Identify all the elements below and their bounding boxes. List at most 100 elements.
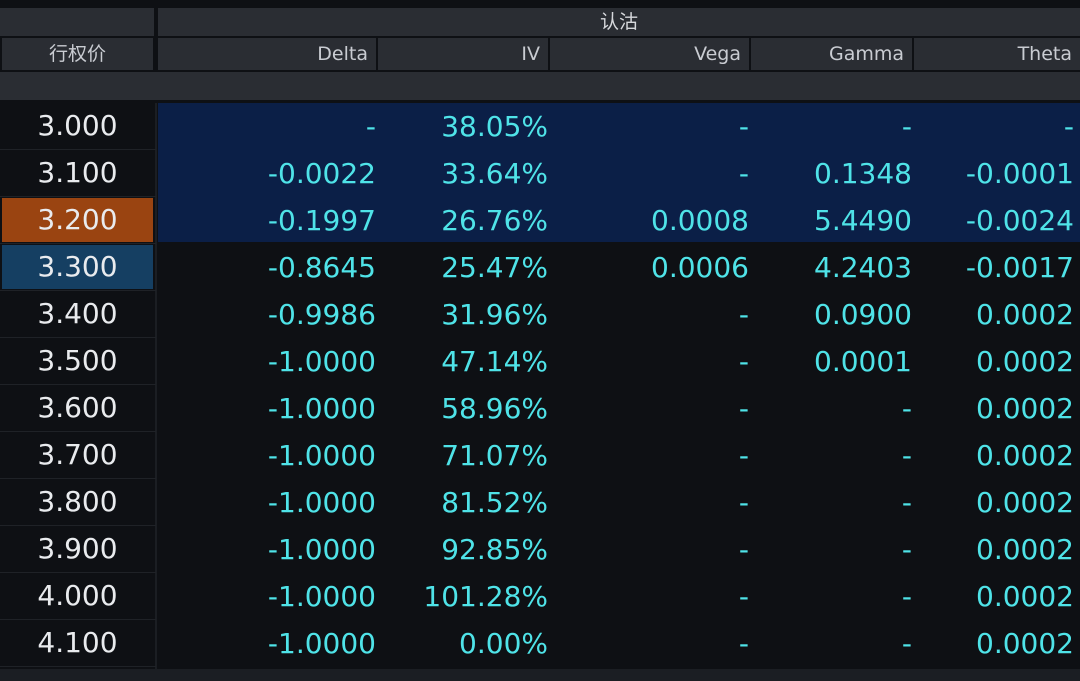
gamma-cell: 4.2403 [814,251,912,284]
gamma-cell: 0.0001 [814,345,912,378]
strike-cell[interactable]: 4.000 [37,579,118,612]
table-row[interactable]: 3.600 -1.0000 58.96% - - 0.0002 [0,385,1080,432]
row-divider [0,619,156,620]
strike-cell[interactable]: 3.500 [37,344,118,377]
theta-cell: 0.0002 [976,627,1074,660]
vega-cell: 0.0008 [651,204,749,237]
col-header-vega[interactable]: Vega [550,38,749,70]
strike-cell[interactable]: 3.300 [2,245,153,289]
col-header-delta[interactable]: Delta [158,38,376,70]
vega-cell: - [738,533,749,566]
table-row[interactable]: 3.300 -0.8645 25.47% 0.0006 4.2403 -0.0017 [0,244,1080,291]
iv-cell: 58.96% [441,392,548,425]
gamma-cell: 0.1348 [814,157,912,190]
iv-cell: 101.28% [423,580,548,613]
col-header-strike[interactable]: 行权价 [2,38,153,70]
table-row[interactable]: 4.000 -1.0000 101.28% - - 0.0002 [0,573,1080,620]
table-row[interactable]: 3.500 -1.0000 47.14% - 0.0001 0.0002 [0,338,1080,385]
delta-cell: -1.0000 [267,439,376,472]
delta-cell: -0.0022 [267,157,376,190]
table-row[interactable]: 3.400 -0.9986 31.96% - 0.0900 0.0002 [0,291,1080,338]
table-row[interactable]: 3.000 - 38.05% - - - [0,103,1080,150]
header-corner [0,8,154,36]
table-row[interactable]: 3.200 -0.1997 26.76% 0.0008 5.4490 -0.0024 [0,197,1080,244]
gamma-cell: - [901,392,912,425]
strike-cell[interactable]: 3.100 [37,156,118,189]
iv-cell: 81.52% [441,486,548,519]
strike-cell[interactable]: 3.400 [37,297,118,330]
strike-cell[interactable]: 4.100 [37,626,118,659]
strike-cell[interactable]: 3.200 [2,198,153,242]
gamma-cell: - [901,627,912,660]
vega-cell: 0.0006 [651,251,749,284]
delta-cell: -1.0000 [267,533,376,566]
row-divider [0,525,156,526]
table-row[interactable]: 3.800 -1.0000 81.52% - - 0.0002 [0,479,1080,526]
vega-cell: - [738,110,749,143]
iv-cell: 25.47% [441,251,548,284]
row-divider [0,666,156,667]
strike-cell[interactable]: 3.900 [37,532,118,565]
iv-cell: 71.07% [441,439,548,472]
vega-cell: - [738,345,749,378]
theta-cell: 0.0002 [976,392,1074,425]
header-separator-band [0,72,1080,100]
theta-cell: -0.0017 [965,251,1074,284]
row-divider [0,337,156,338]
delta-cell: -1.0000 [267,486,376,519]
iv-cell: 47.14% [441,345,548,378]
theta-cell: -0.0024 [965,204,1074,237]
vega-cell: - [738,580,749,613]
row-divider [0,196,156,197]
gamma-cell: - [901,580,912,613]
row-divider [0,149,156,150]
gamma-cell: - [901,533,912,566]
delta-cell: - [365,110,376,143]
gamma-cell: 5.4490 [814,204,912,237]
column-divider [155,103,157,669]
in-money-block [158,103,1080,242]
strike-cell[interactable]: 3.700 [37,438,118,471]
strike-cell[interactable]: 3.000 [37,109,118,142]
row-divider [0,431,156,432]
vega-cell: - [738,298,749,331]
theta-cell: 0.0002 [976,298,1074,331]
theta-cell: - [1063,110,1074,143]
theta-cell: 0.0002 [976,486,1074,519]
strike-cell[interactable]: 3.600 [37,391,118,424]
row-divider [0,290,156,291]
table-row[interactable]: 3.900 -1.0000 92.85% - - 0.0002 [0,526,1080,573]
put-group-title: 认沽 [158,8,1080,36]
delta-cell: -1.0000 [267,627,376,660]
iv-cell: 92.85% [441,533,548,566]
gamma-cell: 0.0900 [814,298,912,331]
vega-cell: - [738,392,749,425]
theta-cell: 0.0002 [976,533,1074,566]
gamma-cell: - [901,486,912,519]
delta-cell: -0.9986 [267,298,376,331]
delta-cell: -0.8645 [267,251,376,284]
theta-cell: 0.0002 [976,580,1074,613]
row-divider [0,572,156,573]
iv-cell: 0.00% [459,627,548,660]
table-row[interactable]: 3.100 -0.0022 33.64% - 0.1348 -0.0001 [0,150,1080,197]
delta-cell: -1.0000 [267,392,376,425]
strike-cell[interactable]: 3.800 [37,485,118,518]
table-row[interactable]: 4.100 -1.0000 0.00% - - 0.0002 [0,620,1080,667]
vega-cell: - [738,157,749,190]
vega-cell: - [738,439,749,472]
gamma-cell: - [901,439,912,472]
table-row[interactable]: 3.700 -1.0000 71.07% - - 0.0002 [0,432,1080,479]
table-bottom-band [0,669,1080,681]
row-divider [0,478,156,479]
row-divider [0,243,156,244]
vega-cell: - [738,627,749,660]
theta-cell: 0.0002 [976,345,1074,378]
gamma-cell: - [901,110,912,143]
col-header-iv[interactable]: IV [378,38,548,70]
iv-cell: 26.76% [441,204,548,237]
vega-cell: - [738,486,749,519]
iv-cell: 33.64% [441,157,548,190]
col-header-gamma[interactable]: Gamma [751,38,912,70]
col-header-theta[interactable]: Theta [914,38,1080,70]
